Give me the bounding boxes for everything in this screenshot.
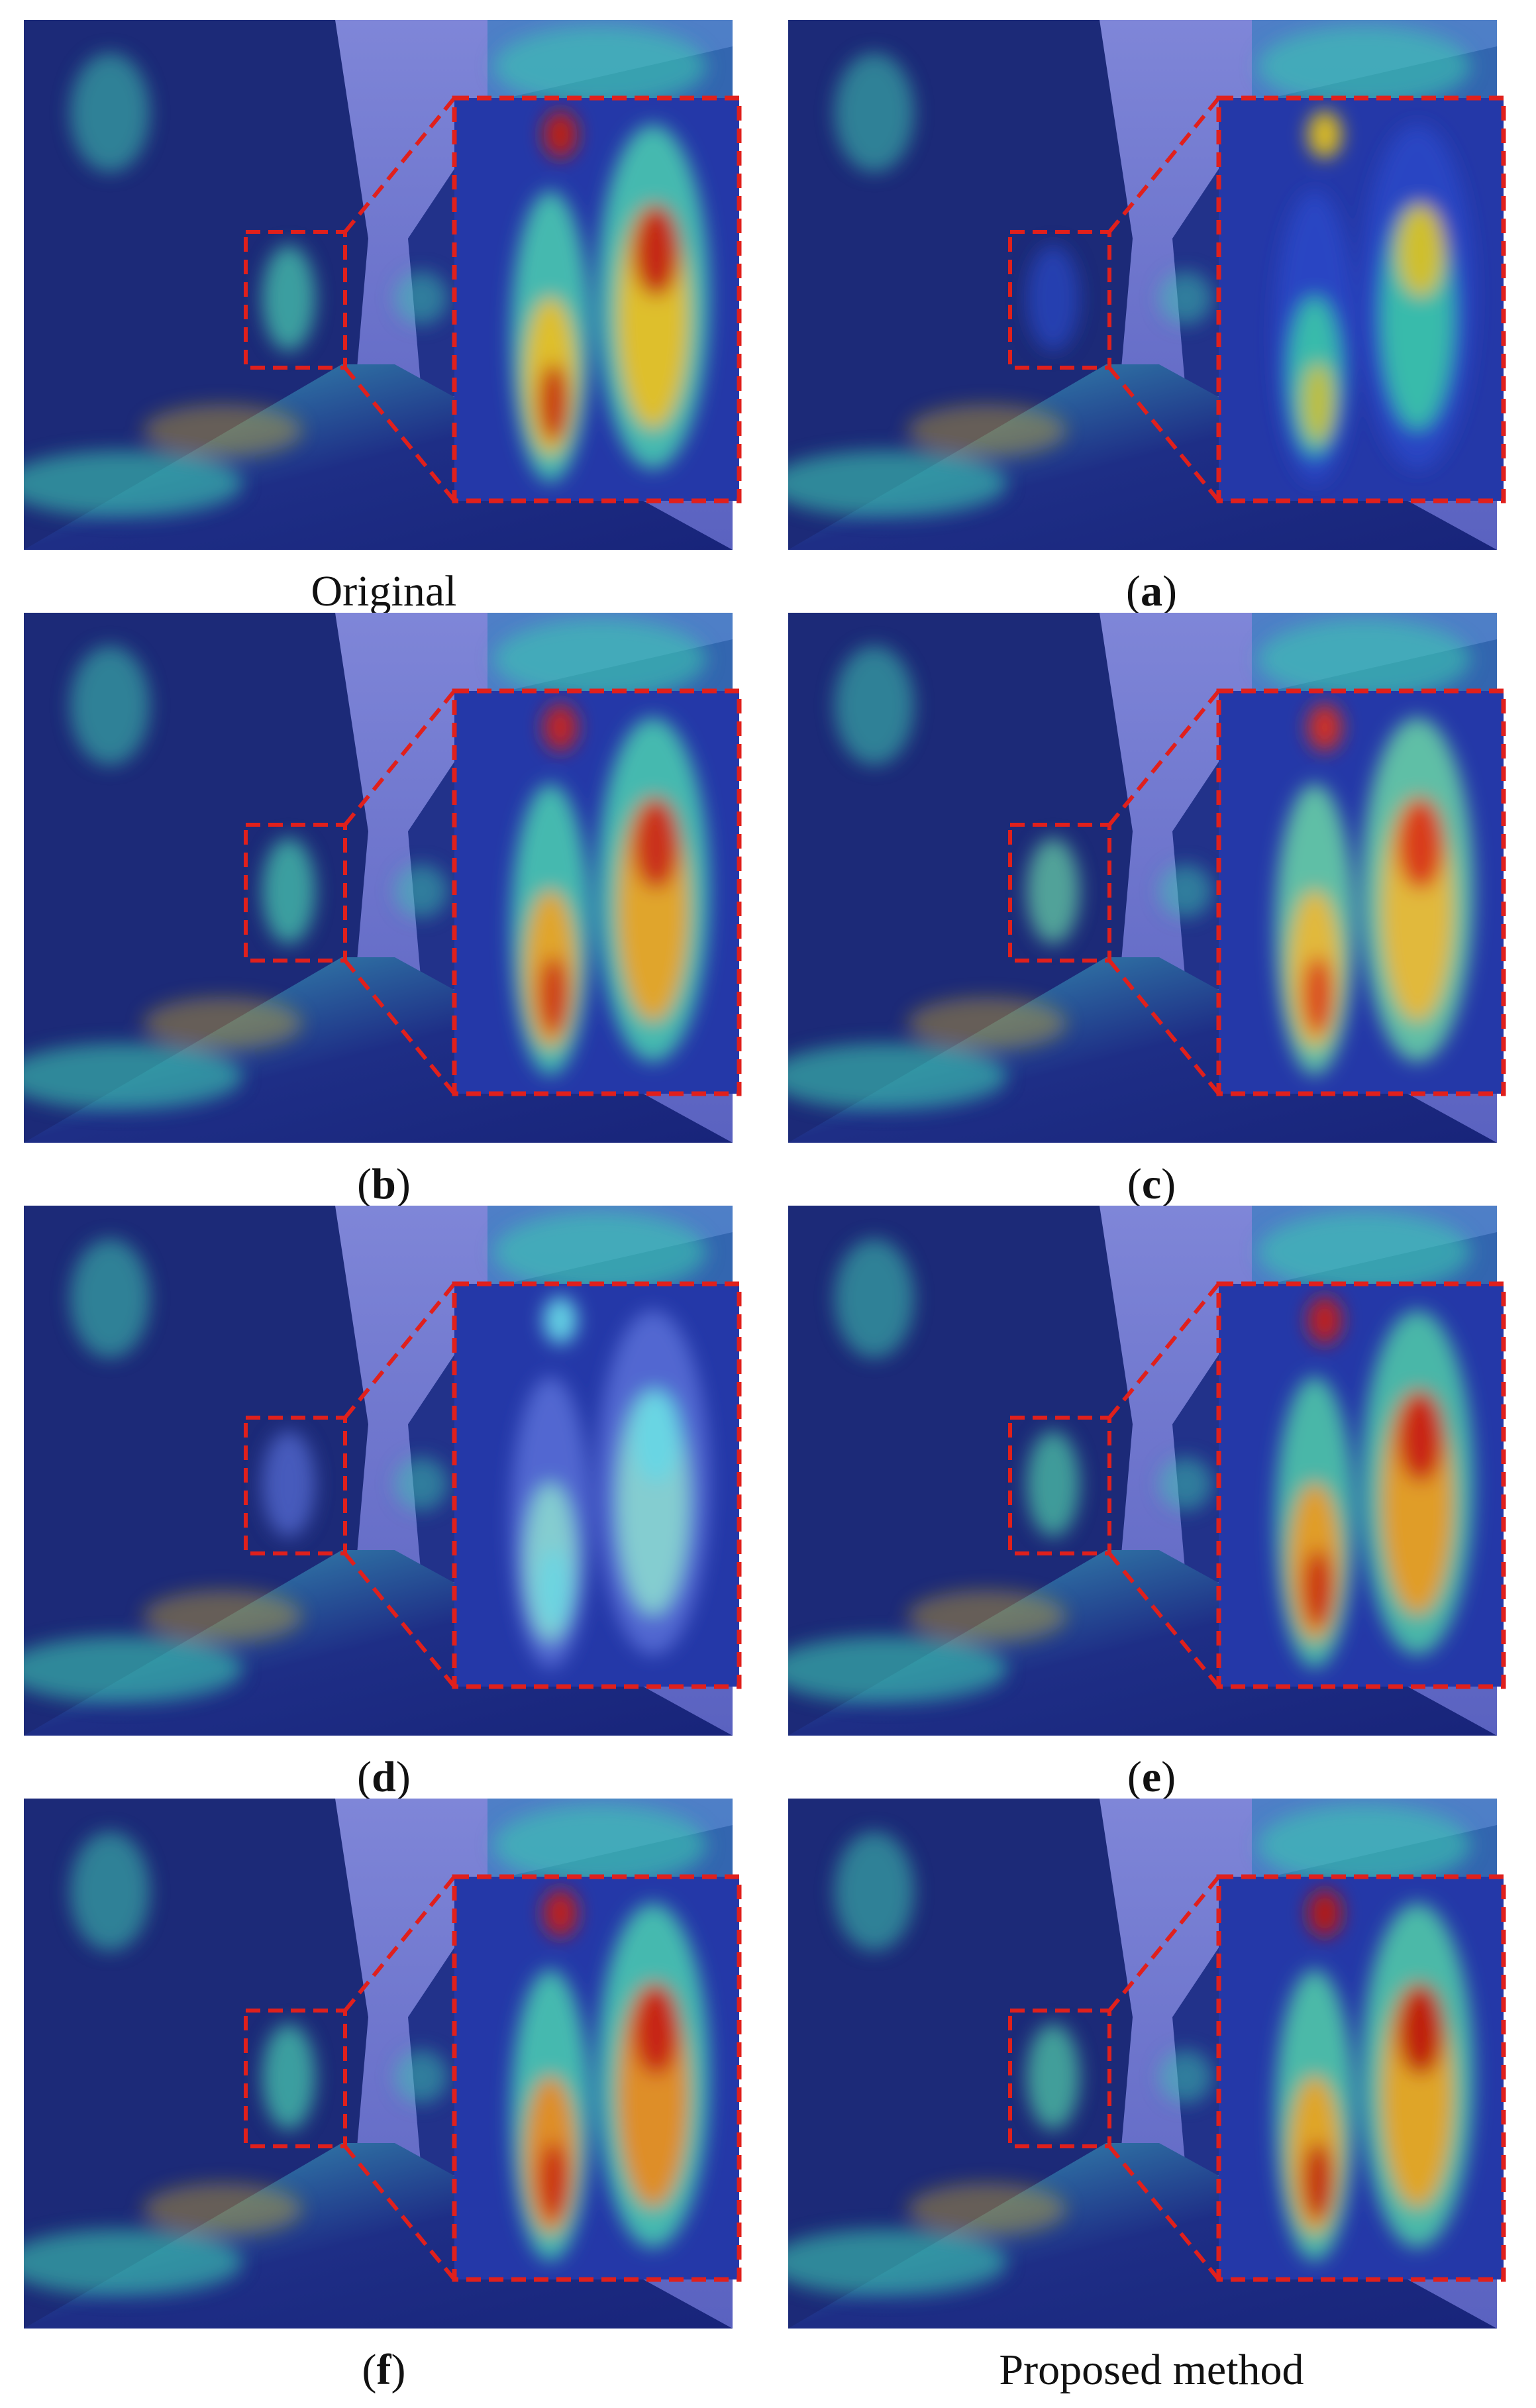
caption-f: (f) <box>362 2346 406 2394</box>
heatmap-image-f <box>24 1799 742 2329</box>
caption-d: (d) <box>357 1753 411 1801</box>
caption-b: (b) <box>357 1160 411 1208</box>
heatmap-image-c <box>788 613 1506 1143</box>
panel-original <box>24 20 746 550</box>
caption-letter-a: a <box>1141 567 1162 615</box>
heatmap-image-b <box>24 613 742 1143</box>
panel-e <box>788 1206 1510 1736</box>
caption-a: (a) <box>1126 567 1177 615</box>
heatmap-image-e <box>788 1206 1506 1736</box>
heatmap-image-proposed <box>788 1799 1506 2329</box>
panel-f <box>24 1799 746 2329</box>
panel-b <box>24 613 746 1143</box>
caption-proposed: Proposed method <box>999 2346 1304 2394</box>
caption-c: (c) <box>1127 1160 1176 1208</box>
caption-letter-f: f <box>376 2346 391 2394</box>
panel-d <box>24 1206 746 1736</box>
heatmap-image-original <box>24 20 742 550</box>
heatmap-image-a <box>788 20 1506 550</box>
caption-letter-c: c <box>1141 1160 1162 1208</box>
caption-letter-e: e <box>1141 1753 1162 1801</box>
panel-proposed <box>788 1799 1510 2329</box>
caption-e: (e) <box>1127 1753 1176 1801</box>
caption-original: Original <box>311 567 457 615</box>
caption-letter-d: d <box>372 1753 396 1801</box>
heatmap-image-d <box>24 1206 742 1736</box>
caption-letter-b: b <box>372 1160 396 1208</box>
panel-c <box>788 613 1510 1143</box>
panel-a <box>788 20 1510 550</box>
